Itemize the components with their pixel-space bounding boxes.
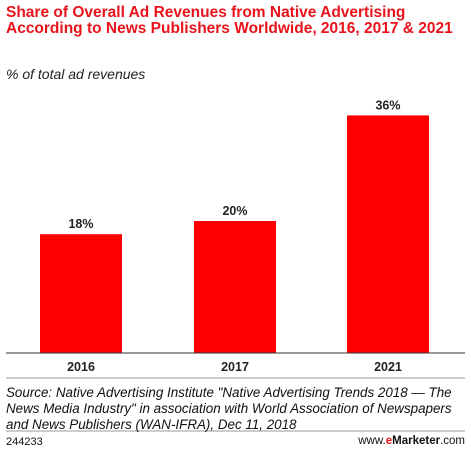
brand-e: e [385, 435, 393, 447]
chart-id: 244233 [6, 436, 43, 448]
brand-suffix: .com [440, 435, 465, 447]
chart-subtitle: % of total ad revenues [6, 66, 146, 82]
brand-prefix: www. [358, 435, 386, 447]
bars-layer: 18% 2016 20% 2017 36% 2021 [40, 98, 429, 374]
bar-2021 [347, 115, 429, 354]
bar-2017 [194, 221, 276, 353]
brand-main: Marketer [392, 435, 441, 447]
data-label-2017: 20% [222, 204, 247, 218]
x-tick-label-2016: 2016 [67, 360, 95, 374]
x-tick-label-2017: 2017 [221, 360, 249, 374]
chart-title: Share of Overall Ad Revenues from Native… [6, 4, 453, 37]
bar-2016 [40, 234, 122, 353]
x-tick-label-2021: 2021 [374, 360, 402, 374]
data-label-2021: 36% [375, 98, 400, 112]
emarketer-link[interactable]: www.eMarketer.com [358, 435, 465, 447]
data-label-2016: 18% [68, 217, 93, 231]
source-note: Source: Native Advertising Institute "Na… [6, 385, 452, 432]
